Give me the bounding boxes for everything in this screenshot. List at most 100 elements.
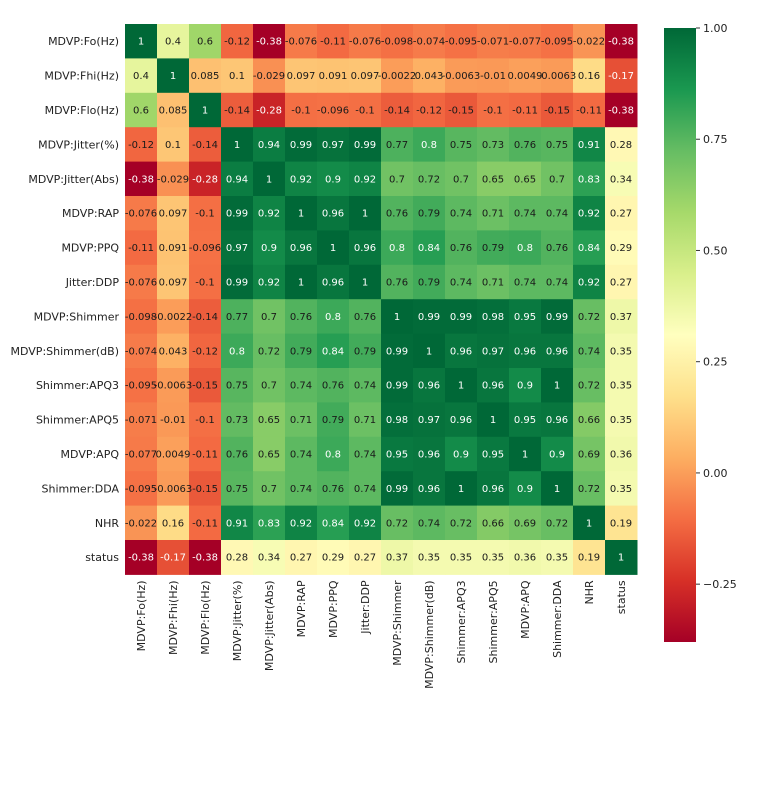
heatmap-cell-value: 0.74: [290, 450, 312, 461]
heatmap-cell: [413, 196, 446, 231]
y-tick-label: Shimmer:APQ3: [36, 379, 119, 392]
heatmap-cell: [477, 505, 510, 541]
heatmap-cell: [317, 471, 350, 507]
heatmap-cell-value: 0.79: [418, 278, 440, 289]
heatmap-cell-value: 0.96: [450, 346, 472, 357]
heatmap-cell: [285, 471, 318, 507]
x-tick-label: MDVP:RAP: [295, 580, 308, 637]
heatmap-cell: [413, 24, 446, 59]
x-tick-label: Jitter:DDP: [359, 580, 372, 635]
heatmap-cell: [253, 92, 286, 128]
heatmap-cell: [573, 92, 606, 128]
heatmap-cell: [573, 299, 606, 335]
y-axis-tick-labels: MDVP:Fo(Hz) MDVP:Fhi(Hz) MDVP:Flo(Hz) MDVP:…: [11, 35, 120, 564]
heatmap-cell: [221, 540, 254, 575]
heatmap-cell: [509, 505, 542, 541]
colorbar-tick-label: −0.25: [703, 578, 737, 591]
heatmap-cell-value: 0.74: [354, 450, 376, 461]
heatmap-cell-value: 0.95: [514, 415, 536, 426]
heatmap-cell: [349, 196, 382, 231]
heatmap-cell: [573, 127, 606, 163]
heatmap-cell-value: 0.0049: [508, 71, 543, 82]
heatmap-cell: [573, 540, 606, 575]
heatmap-cell-value: 0.96: [418, 484, 440, 495]
heatmap-cell: [125, 58, 158, 94]
heatmap-cell-value: 0.98: [386, 415, 408, 426]
heatmap-cell: [541, 196, 574, 231]
heatmap-cell: [605, 471, 638, 507]
x-tick-label: Shimmer:APQ3: [455, 580, 468, 663]
heatmap-cell-value: -0.1: [195, 209, 215, 220]
heatmap-cell: [541, 368, 574, 403]
heatmap-cell: [317, 58, 350, 94]
heatmap-cell-value: -0.28: [192, 174, 218, 185]
heatmap-cell-value: 0.66: [578, 415, 600, 426]
heatmap-cell: [605, 58, 638, 94]
heatmap-cell-value: 0.9: [325, 174, 341, 185]
heatmap-cell: [317, 230, 350, 266]
heatmap-cell: [253, 230, 286, 266]
heatmap-cell-value: 0.35: [450, 553, 472, 564]
heatmap-cell-value: 0.8: [325, 450, 341, 461]
heatmap-cell: [573, 264, 606, 300]
heatmap-cell-value: -0.0022: [154, 312, 193, 323]
heatmap-cell-value: 0.091: [319, 71, 348, 82]
x-tick-label: Shimmer:DDA: [551, 580, 564, 658]
heatmap-cell: [381, 471, 414, 507]
heatmap-cell: [157, 402, 190, 438]
heatmap-cell: [349, 505, 382, 541]
heatmap-cell: [221, 368, 254, 403]
heatmap-cell: [317, 196, 350, 231]
heatmap-cell-value: 0.77: [226, 312, 248, 323]
heatmap-cell: [445, 333, 478, 369]
heatmap-cell: [349, 264, 382, 300]
y-tick-label: MDVP:Fo(Hz): [48, 35, 119, 48]
heatmap-cell-value: 0.097: [159, 209, 188, 220]
heatmap-cell-value: 0.72: [450, 518, 472, 529]
heatmap-cell: [189, 540, 222, 575]
heatmap-cell-value: 0.97: [482, 346, 504, 357]
heatmap-cell: [381, 161, 414, 197]
heatmap-cell-value: -0.15: [192, 484, 218, 495]
heatmap-cell: [221, 402, 254, 438]
heatmap-cell: [317, 24, 350, 59]
heatmap-cell: [221, 127, 254, 163]
heatmap-cell: [189, 264, 222, 300]
heatmap-cell-value: -0.11: [192, 518, 218, 529]
x-tick-label: MDVP:Jitter(%): [231, 580, 244, 661]
heatmap-cell-value: 0.9: [261, 243, 277, 254]
heatmap-cell-value: 0.27: [290, 553, 312, 564]
heatmap-cell-value: -0.095: [125, 484, 157, 495]
y-tick-label: Shimmer:DDA: [41, 482, 119, 495]
y-tick-label: MDVP:Flo(Hz): [45, 104, 119, 117]
heatmap-cell: [349, 471, 382, 507]
heatmap-cell: [509, 264, 542, 300]
heatmap-cell-value: -0.38: [608, 106, 634, 117]
heatmap-cell: [541, 230, 574, 266]
heatmap-cell: [445, 264, 478, 300]
heatmap-cell: [573, 368, 606, 403]
heatmap-cell: [157, 471, 190, 507]
heatmap-cell-value: 0.34: [258, 553, 280, 564]
heatmap-cell-value: 0.84: [578, 243, 600, 254]
heatmap-cell: [605, 402, 638, 438]
heatmap-cell-value: 0.37: [610, 312, 632, 323]
heatmap-cell-value: 0.097: [159, 278, 188, 289]
heatmap-cell: [253, 127, 286, 163]
heatmap-cell: [413, 127, 446, 163]
heatmap-cell-value: -0.28: [256, 106, 282, 117]
heatmap-cell-value: 0.27: [610, 209, 632, 220]
heatmap-cell-value: 0.27: [354, 553, 376, 564]
heatmap-cell-value: 0.79: [354, 346, 376, 357]
heatmap-cell: [509, 299, 542, 335]
heatmap-cell-value: -0.077: [509, 37, 541, 48]
heatmap-cell-labels: 1 0.4 0.6 -0.12 -0.38 -0.076 -0.11 -0.076 -0.098…: [125, 37, 634, 564]
heatmap-cell: [381, 92, 414, 128]
heatmap-cell-value: 0.71: [482, 278, 504, 289]
heatmap-cell: [605, 540, 638, 575]
heatmap-cell: [477, 230, 510, 266]
x-axis-tick-labels: MDVP:Fo(Hz) MDVP:Fhi(Hz) MDVP:Flo(Hz) MDVP:…: [135, 580, 628, 689]
heatmap-cell-value: 0.0049: [156, 450, 191, 461]
heatmap-cell: [285, 92, 318, 128]
